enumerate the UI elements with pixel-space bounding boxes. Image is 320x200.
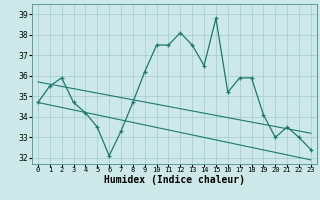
X-axis label: Humidex (Indice chaleur): Humidex (Indice chaleur) — [104, 175, 245, 185]
